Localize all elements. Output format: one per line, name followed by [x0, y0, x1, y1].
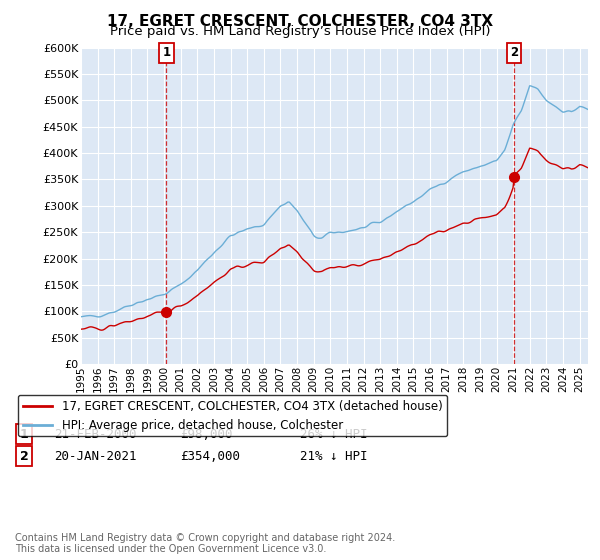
Text: 1: 1 [162, 46, 170, 59]
Text: £98,000: £98,000 [180, 427, 233, 441]
Text: 21-FEB-2000: 21-FEB-2000 [54, 427, 137, 441]
Text: 20-JAN-2021: 20-JAN-2021 [54, 450, 137, 463]
Text: £354,000: £354,000 [180, 450, 240, 463]
Text: Price paid vs. HM Land Registry’s House Price Index (HPI): Price paid vs. HM Land Registry’s House … [110, 25, 490, 38]
Text: Contains HM Land Registry data © Crown copyright and database right 2024.
This d: Contains HM Land Registry data © Crown c… [15, 533, 395, 554]
Text: 1: 1 [20, 427, 28, 441]
Text: 26% ↓ HPI: 26% ↓ HPI [300, 427, 367, 441]
Text: 17, EGRET CRESCENT, COLCHESTER, CO4 3TX: 17, EGRET CRESCENT, COLCHESTER, CO4 3TX [107, 14, 493, 29]
Legend: 17, EGRET CRESCENT, COLCHESTER, CO4 3TX (detached house), HPI: Average price, de: 17, EGRET CRESCENT, COLCHESTER, CO4 3TX … [18, 395, 447, 436]
Text: 2: 2 [510, 46, 518, 59]
Text: 2: 2 [20, 450, 28, 463]
Text: 21% ↓ HPI: 21% ↓ HPI [300, 450, 367, 463]
